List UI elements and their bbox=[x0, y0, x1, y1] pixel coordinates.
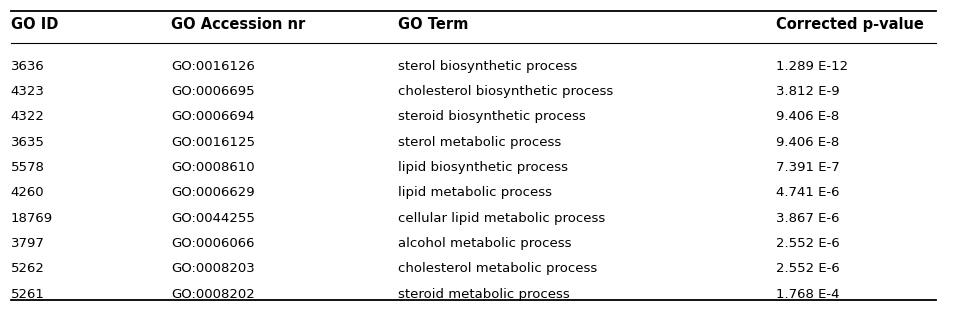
Text: GO:0006066: GO:0006066 bbox=[171, 237, 255, 250]
Text: GO:0006629: GO:0006629 bbox=[171, 186, 255, 199]
Text: GO Term: GO Term bbox=[398, 17, 468, 32]
Text: alcohol metabolic process: alcohol metabolic process bbox=[398, 237, 572, 250]
Text: 3636: 3636 bbox=[11, 60, 44, 73]
Text: GO:0044255: GO:0044255 bbox=[171, 212, 256, 225]
Text: 4260: 4260 bbox=[11, 186, 44, 199]
Text: 5578: 5578 bbox=[11, 161, 45, 174]
Text: GO:0008202: GO:0008202 bbox=[171, 288, 255, 301]
Text: 7.391 E-7: 7.391 E-7 bbox=[776, 161, 840, 174]
Text: sterol metabolic process: sterol metabolic process bbox=[398, 136, 561, 149]
Text: GO:0006694: GO:0006694 bbox=[171, 110, 255, 123]
Text: 3797: 3797 bbox=[11, 237, 45, 250]
Text: 9.406 E-8: 9.406 E-8 bbox=[776, 136, 839, 149]
Text: 18769: 18769 bbox=[11, 212, 53, 225]
Text: GO:0006695: GO:0006695 bbox=[171, 85, 255, 98]
Text: cholesterol metabolic process: cholesterol metabolic process bbox=[398, 262, 598, 275]
Text: GO:0008203: GO:0008203 bbox=[171, 262, 255, 275]
Text: GO Accession nr: GO Accession nr bbox=[171, 17, 306, 32]
Text: 4322: 4322 bbox=[11, 110, 45, 123]
Text: 3.812 E-9: 3.812 E-9 bbox=[776, 85, 839, 98]
Text: GO:0016126: GO:0016126 bbox=[171, 60, 256, 73]
Text: cholesterol biosynthetic process: cholesterol biosynthetic process bbox=[398, 85, 613, 98]
Text: steroid biosynthetic process: steroid biosynthetic process bbox=[398, 110, 586, 123]
Text: sterol biosynthetic process: sterol biosynthetic process bbox=[398, 60, 578, 73]
Text: GO:0008610: GO:0008610 bbox=[171, 161, 255, 174]
Text: 2.552 E-6: 2.552 E-6 bbox=[776, 262, 840, 275]
Text: lipid metabolic process: lipid metabolic process bbox=[398, 186, 552, 199]
Text: 5261: 5261 bbox=[11, 288, 45, 301]
Text: cellular lipid metabolic process: cellular lipid metabolic process bbox=[398, 212, 605, 225]
Text: 4.741 E-6: 4.741 E-6 bbox=[776, 186, 839, 199]
Text: 2.552 E-6: 2.552 E-6 bbox=[776, 237, 840, 250]
Text: 4323: 4323 bbox=[11, 85, 45, 98]
Text: lipid biosynthetic process: lipid biosynthetic process bbox=[398, 161, 568, 174]
Text: 5262: 5262 bbox=[11, 262, 45, 275]
Text: 3.867 E-6: 3.867 E-6 bbox=[776, 212, 839, 225]
Text: 3635: 3635 bbox=[11, 136, 45, 149]
Text: GO:0016125: GO:0016125 bbox=[171, 136, 256, 149]
Text: Corrected p-value: Corrected p-value bbox=[776, 17, 924, 32]
Text: GO ID: GO ID bbox=[11, 17, 59, 32]
Text: 9.406 E-8: 9.406 E-8 bbox=[776, 110, 839, 123]
Text: 1.289 E-12: 1.289 E-12 bbox=[776, 60, 848, 73]
Text: steroid metabolic process: steroid metabolic process bbox=[398, 288, 570, 301]
Text: 1.768 E-4: 1.768 E-4 bbox=[776, 288, 839, 301]
